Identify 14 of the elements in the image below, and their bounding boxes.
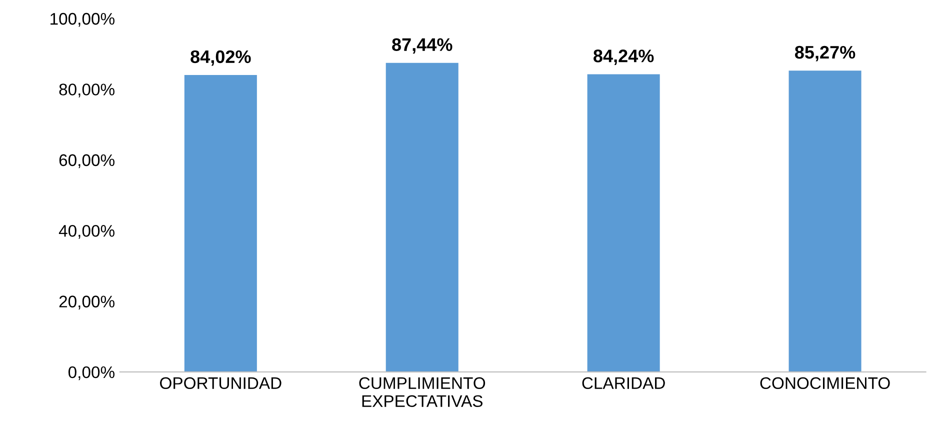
data-label: 84,24% [594, 50, 654, 65]
data-label: 84,02% [190, 50, 251, 66]
y-tick-label: 100,00% [50, 12, 114, 27]
data-label: 87,44% [392, 38, 452, 54]
x-tick-label: CLARIDAD [582, 377, 665, 390]
x-tick-label: CONOCIMIENTO [760, 377, 890, 390]
y-tick-label: 20,00% [59, 296, 114, 310]
y-tick-label: 0,00% [68, 366, 114, 380]
x-tick-label: CUMPLIMIENTO EXPECTATIVAS [359, 377, 486, 408]
y-tick-label: 40,00% [58, 224, 114, 239]
y-tick-label: 60,00% [59, 154, 114, 168]
y-tick-label: 80,00% [59, 84, 114, 98]
x-tick-label: OPORTUNIDAD [160, 377, 282, 390]
data-label: 85,27% [794, 46, 856, 62]
